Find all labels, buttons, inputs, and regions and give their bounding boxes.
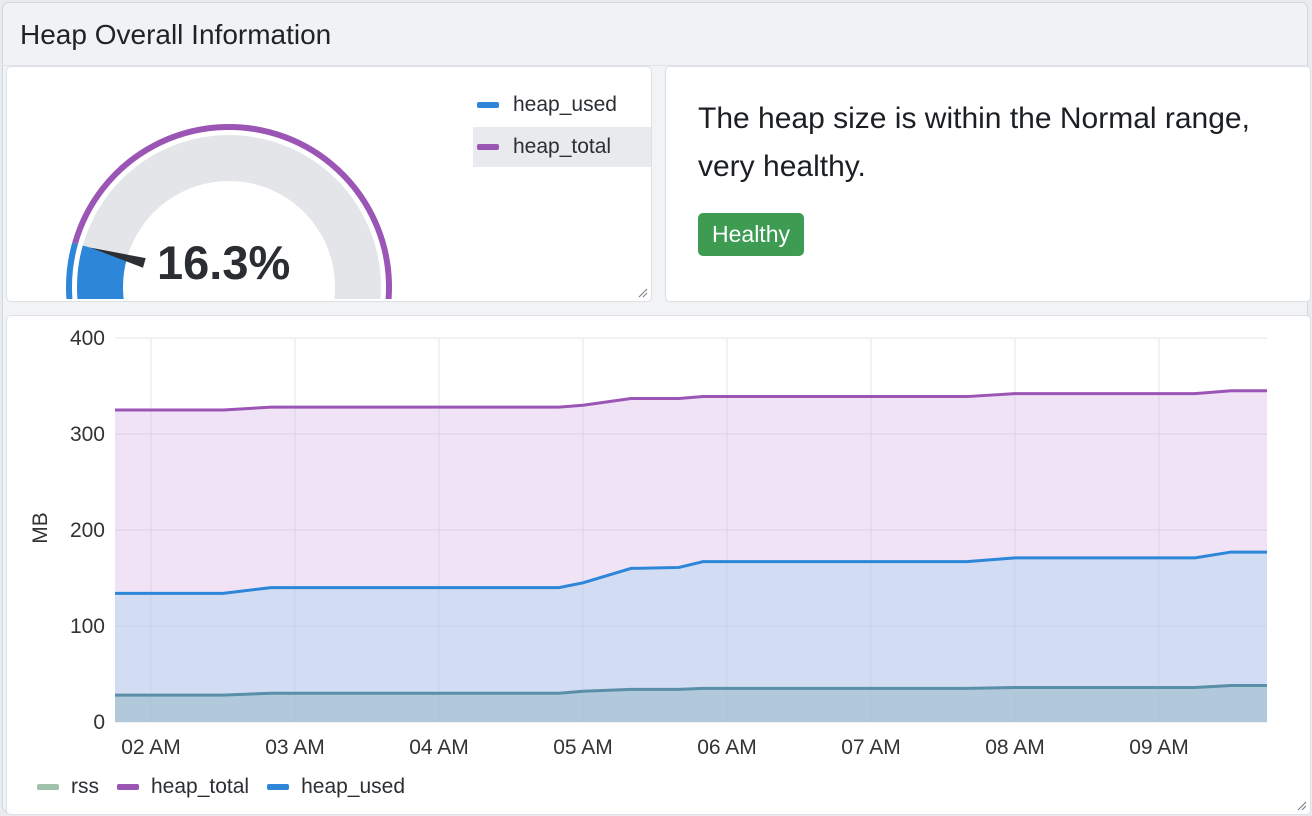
- status-panel: The heap size is within the Normal range…: [665, 66, 1311, 302]
- gauge-total-arc: [72, 124, 392, 299]
- gauge-used-fill: [77, 245, 128, 299]
- legend-label: heap_total: [513, 135, 612, 158]
- status-message: The heap size is within the Normal range…: [698, 102, 1250, 183]
- x-tick-label: 09 AM: [1129, 736, 1189, 759]
- gauge-panel: 16.3% heap_used heap_total: [6, 66, 652, 302]
- y-tick-label: 400: [70, 327, 105, 350]
- page-title: Heap Overall Information: [20, 19, 332, 50]
- heap-total-area: [115, 390, 1267, 722]
- legend-heap-used[interactable]: heap_used: [267, 775, 405, 799]
- legend-label: heap_used: [513, 93, 617, 116]
- heap-used-line: [115, 550, 1267, 595]
- heap-total-swatch: [117, 784, 139, 790]
- heap-total-swatch: [477, 144, 499, 150]
- legend-label: rss: [71, 775, 99, 798]
- x-tick-label: 08 AM: [985, 736, 1045, 759]
- y-tick-label: 200: [70, 519, 105, 542]
- x-tick-label: 05 AM: [553, 736, 613, 759]
- legend-heap-total[interactable]: heap_total: [117, 775, 249, 799]
- heap-used-swatch: [267, 784, 290, 790]
- y-tick-label: 300: [70, 423, 105, 446]
- x-tick-label: 06 AM: [697, 736, 757, 759]
- y-axis-ticks: 0 100 200 300 400: [70, 327, 105, 734]
- x-axis-ticks: 02 AM 03 AM 04 AM 05 AM 06 AM 07 AM 08 AM 09 AM: [121, 736, 1189, 759]
- legend-heap-total[interactable]: heap_total: [473, 127, 651, 167]
- rss-line: [115, 684, 1267, 697]
- y-tick-label: 0: [93, 711, 105, 734]
- legend-label: heap_total: [151, 775, 250, 798]
- gauge-percent: 16.3%: [157, 236, 291, 289]
- x-tick-label: 02 AM: [121, 736, 181, 759]
- heap-used-swatch: [477, 102, 499, 108]
- gauge-background: [77, 135, 381, 299]
- legend-label: heap_used: [301, 775, 406, 798]
- legend-rss[interactable]: rss: [37, 775, 99, 799]
- legend-heap-used[interactable]: heap_used: [473, 85, 647, 125]
- x-tick-label: 04 AM: [409, 736, 469, 759]
- status-badge: Healthy: [698, 213, 804, 256]
- x-tick-label: 03 AM: [265, 736, 325, 759]
- heap-used-area: [115, 552, 1267, 722]
- y-tick-label: 100: [70, 615, 105, 638]
- chart-legend: rss heap_total heap_used: [37, 772, 423, 802]
- gauge-needle: [90, 247, 146, 268]
- chart-panel: 0 100 200 300 400 02 AM 03 AM 04 AM 05 AM 06 AM 0…: [6, 315, 1311, 815]
- heap-total-line: [115, 389, 1267, 412]
- y-axis-label: MB: [29, 512, 52, 544]
- x-tick-label: 07 AM: [841, 736, 901, 759]
- panel-header: Heap Overall Information: [3, 3, 1307, 66]
- heap-gauge: [66, 124, 392, 299]
- resize-handle-icon[interactable]: [638, 288, 648, 298]
- rss-swatch: [37, 784, 59, 790]
- series-lines: [115, 389, 1267, 697]
- gauge-used-outer-arc: [66, 242, 78, 299]
- resize-handle-icon[interactable]: [1297, 801, 1307, 811]
